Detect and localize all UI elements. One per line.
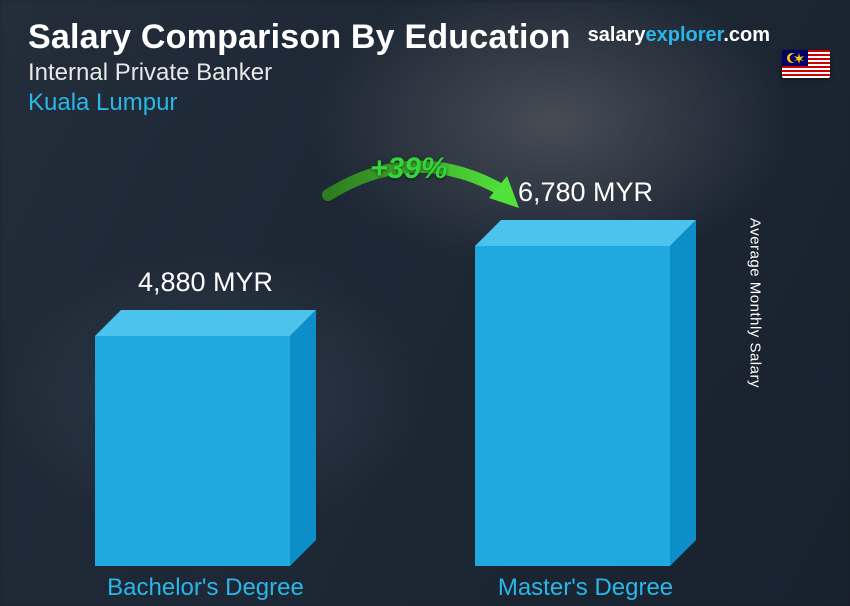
bar-1: 6,780 MYRMaster's Degree	[475, 220, 696, 566]
bar-category-label: Bachelor's Degree	[107, 574, 304, 602]
bar-front	[95, 336, 290, 566]
chart-location: Kuala Lumpur	[28, 89, 571, 117]
chart-subtitle: Internal Private Banker	[28, 59, 571, 87]
bar-category-label: Master's Degree	[498, 574, 673, 602]
bar-side	[290, 310, 316, 566]
brand-suffix: .com	[723, 24, 770, 46]
chart-title: Salary Comparison By Education	[28, 18, 571, 57]
bar-top	[95, 310, 316, 336]
bar-chart: 4,880 MYRBachelor's Degree 6,780 MYRMaste…	[0, 146, 820, 566]
header: Salary Comparison By Education Internal …	[28, 18, 571, 117]
bar-0: 4,880 MYRBachelor's Degree	[95, 310, 316, 566]
percentage-increase-badge: +39%	[370, 152, 448, 186]
bar-value-label: 6,780 MYR	[486, 177, 686, 208]
brand-main: salary	[588, 24, 646, 46]
bar-front	[475, 246, 670, 566]
brand-logo: salaryexplorer.com	[588, 24, 770, 47]
malaysia-flag-icon	[782, 50, 830, 78]
bar-value-label: 4,880 MYR	[106, 267, 306, 298]
brand-accent: explorer	[645, 24, 723, 46]
bar-top	[475, 220, 696, 246]
y-axis-label: Average Monthly Salary	[747, 218, 764, 388]
bar-side	[670, 220, 696, 566]
